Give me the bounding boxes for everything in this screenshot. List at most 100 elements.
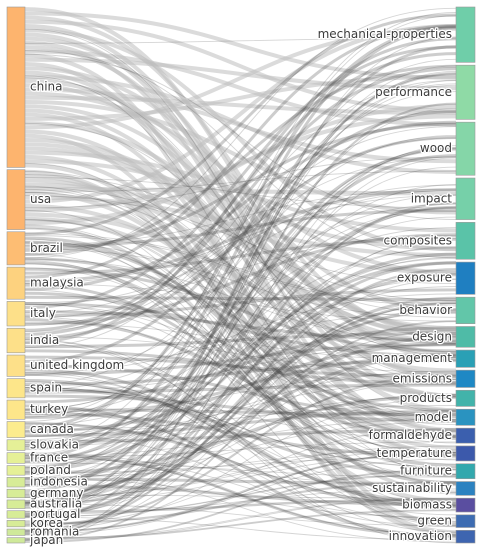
node-italy[interactable]	[6, 301, 26, 327]
node-korea[interactable]	[6, 520, 26, 528]
node-spain[interactable]	[6, 378, 26, 399]
label-wood: wood	[420, 141, 452, 155]
node-model[interactable]	[455, 408, 476, 426]
link-united-kingdom-design	[24, 342, 457, 376]
link-canada-exposure	[24, 286, 457, 438]
link-turkey-temperature	[24, 412, 457, 458]
node-formaldehyde[interactable]	[455, 427, 476, 444]
link-spain-composites	[24, 227, 457, 391]
node-products[interactable]	[455, 389, 476, 407]
link-australia-performance	[24, 108, 457, 509]
node-temperature[interactable]	[455, 445, 476, 462]
link-malaysia-model	[24, 291, 457, 412]
node-biomass[interactable]	[455, 497, 476, 513]
node-mechanical-properties[interactable]	[455, 6, 476, 63]
label-usa: usa	[30, 192, 51, 206]
node-wood[interactable]	[455, 121, 476, 176]
node-germany[interactable]	[6, 488, 26, 499]
link-malaysia-impact	[24, 188, 457, 283]
link-china-performance	[24, 11, 457, 80]
node-romania[interactable]	[6, 528, 26, 536]
link-india-wood	[24, 136, 457, 340]
link-canada-emissions	[24, 381, 457, 437]
link-canada-green	[24, 432, 457, 528]
node-management[interactable]	[455, 349, 476, 368]
link-brazil-behavior	[24, 233, 457, 305]
link-portugal-furniture	[24, 474, 457, 518]
node-france[interactable]	[6, 452, 26, 464]
link-china-emissions	[24, 77, 457, 381]
link-china-sustainability	[24, 162, 457, 485]
link-poland-innovation	[24, 471, 457, 543]
link-france-wood	[24, 154, 457, 464]
label-france: france	[30, 451, 68, 465]
node-united-kingdom[interactable]	[6, 354, 26, 377]
node-australia[interactable]	[6, 499, 26, 509]
link-france-innovation	[24, 452, 457, 538]
link-indonesia-products	[24, 393, 457, 481]
node-poland[interactable]	[6, 465, 26, 476]
label-korea: korea	[30, 516, 63, 530]
node-malaysia[interactable]	[6, 266, 26, 300]
link-brazil-biomass	[24, 238, 457, 504]
link-brazil-mechanical-properties	[24, 7, 457, 259]
link-germany-biomass	[24, 494, 457, 499]
label-behavior: behavior	[399, 303, 452, 317]
node-indonesia[interactable]	[6, 477, 26, 488]
label-romania: romania	[30, 525, 79, 539]
node-behavior[interactable]	[455, 296, 476, 324]
link-china-composites	[24, 50, 457, 259]
link-portugal-performance	[24, 65, 457, 513]
link-turkey-model	[24, 408, 457, 417]
link-slovakia-emissions	[24, 370, 457, 444]
link-brazil-mechanical-properties	[24, 13, 457, 236]
node-green[interactable]	[455, 514, 476, 528]
node-exposure[interactable]	[455, 261, 476, 295]
node-emissions[interactable]	[455, 369, 476, 388]
link-spain-model	[24, 394, 457, 423]
node-portugal[interactable]	[6, 510, 26, 519]
link-spain-emissions	[24, 383, 457, 394]
node-japan[interactable]	[6, 537, 26, 544]
node-usa[interactable]	[6, 169, 26, 230]
link-usa-management	[24, 191, 457, 353]
link-usa-model	[24, 219, 457, 426]
link-usa-model	[24, 188, 457, 418]
link-australia-temperature	[24, 454, 457, 503]
link-malaysia-impact	[24, 194, 457, 284]
link-china-composites	[24, 28, 457, 252]
label-italy: italy	[30, 306, 56, 320]
label-turkey: turkey	[30, 402, 68, 416]
link-canada-exposure	[24, 278, 457, 426]
node-composites[interactable]	[455, 222, 476, 260]
link-india-innovation	[24, 339, 457, 544]
link-usa-performance	[24, 104, 457, 226]
node-design[interactable]	[455, 326, 476, 348]
node-slovakia[interactable]	[6, 439, 26, 451]
node-innovation[interactable]	[455, 530, 476, 544]
node-performance[interactable]	[455, 64, 476, 120]
link-australia-behavior	[24, 303, 457, 504]
node-brazil[interactable]	[6, 231, 26, 266]
node-india[interactable]	[6, 327, 26, 354]
link-japan-biomass	[24, 498, 457, 541]
link-brazil-green	[24, 260, 457, 526]
link-italy-mechanical-properties	[24, 45, 457, 310]
link-italy-formaldehyde	[24, 318, 457, 438]
node-impact[interactable]	[455, 177, 476, 220]
node-furniture[interactable]	[455, 463, 476, 480]
node-turkey[interactable]	[6, 399, 26, 420]
node-china[interactable]	[6, 6, 26, 168]
node-canada[interactable]	[6, 421, 26, 438]
link-malaysia-behavior	[24, 283, 457, 322]
link-brazil-design	[24, 241, 457, 344]
link-china-performance	[24, 19, 457, 113]
labels-layer: china usa brazil malaysia italy india united k…	[28, 26, 454, 548]
label-design: design	[412, 329, 452, 343]
link-australia-mechanical-properties	[24, 45, 457, 506]
link-australia-emissions	[24, 379, 457, 503]
label-malaysia: malaysia	[30, 276, 84, 290]
label-mechanical-properties: mechanical-properties	[318, 27, 452, 41]
node-sustainability[interactable]	[455, 481, 476, 496]
